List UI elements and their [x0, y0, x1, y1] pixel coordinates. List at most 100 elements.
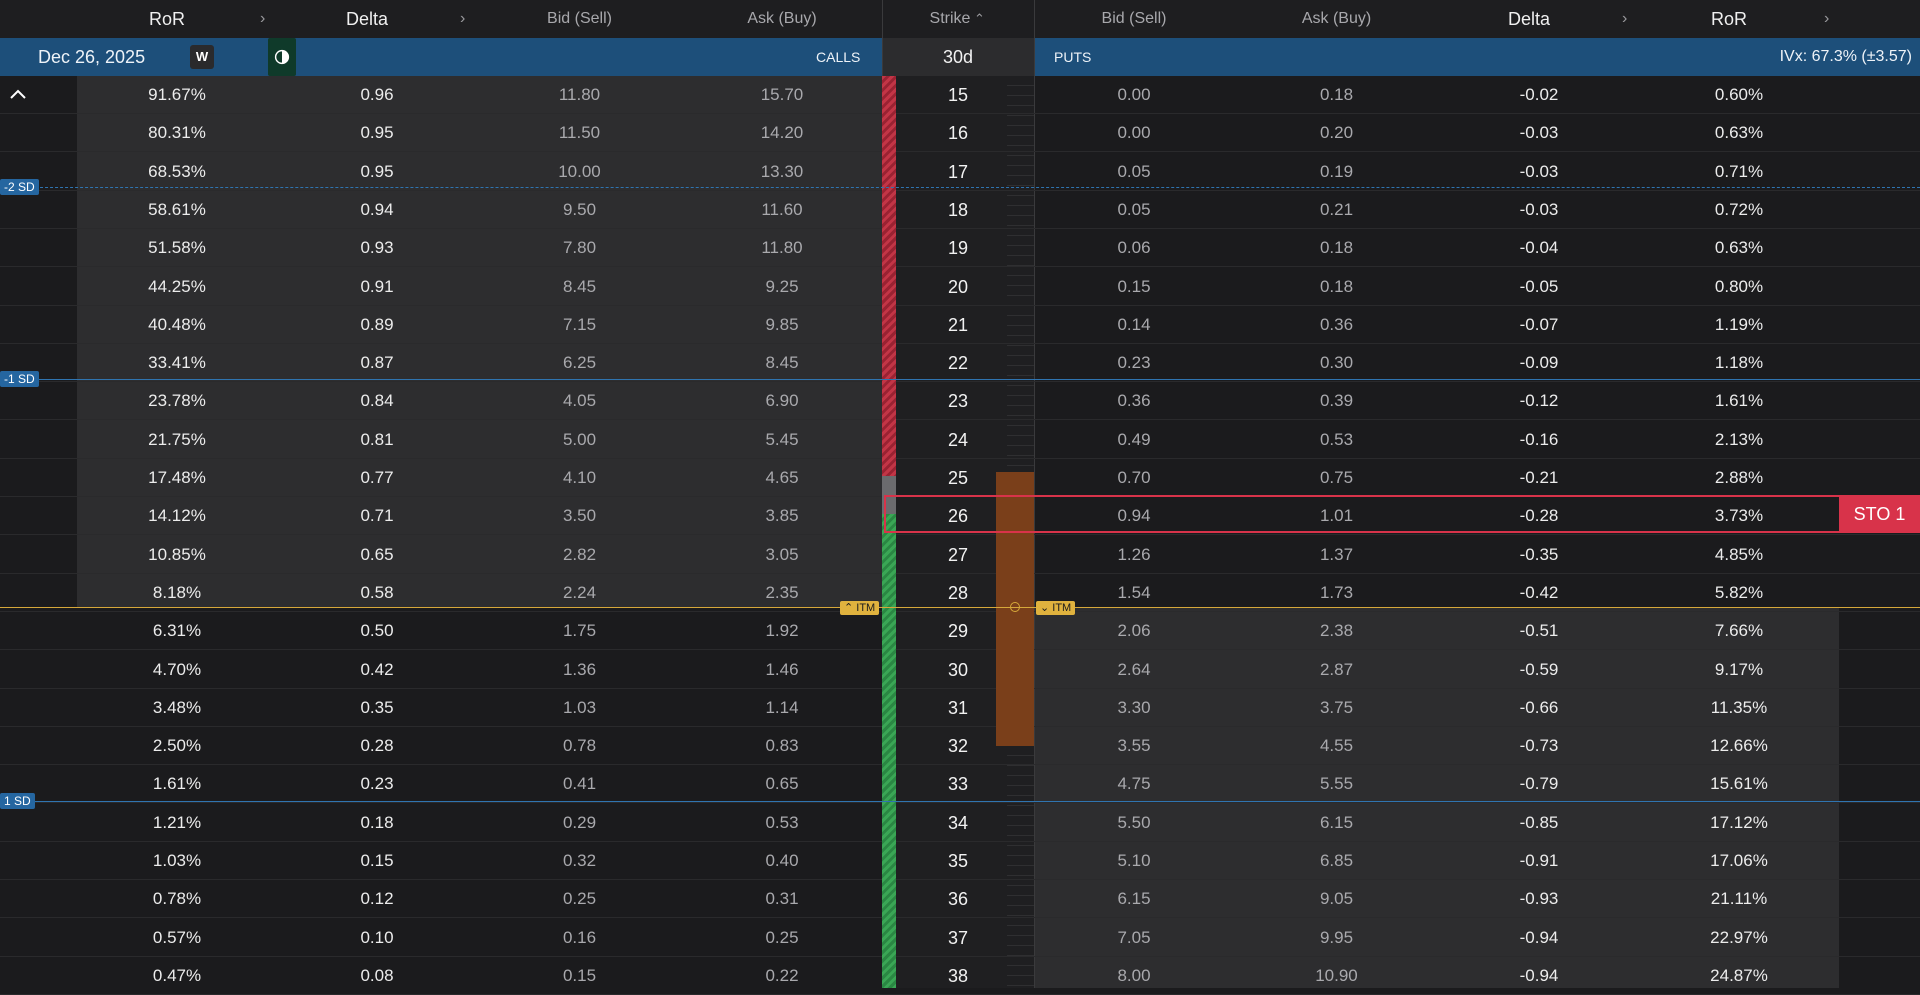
- put-delta-cell[interactable]: -0.03: [1519, 199, 1559, 219]
- call-ror-cell[interactable]: 33.41%: [148, 353, 206, 373]
- put-bid-cell[interactable]: 5.50: [1117, 812, 1151, 832]
- table-row[interactable]: 40.48% 0.89 7.15 9.85 21 0.14 0.36 -0.07 1.19%: [0, 306, 1920, 344]
- call-ror-cell[interactable]: 14.12%: [148, 506, 206, 526]
- put-ror-cell[interactable]: 5.82%: [1714, 582, 1764, 602]
- call-ask-cell[interactable]: 11.60: [761, 199, 803, 219]
- put-ror-cell[interactable]: 1.19%: [1714, 314, 1764, 334]
- put-delta-cell[interactable]: -0.85: [1519, 812, 1559, 832]
- call-ask-cell[interactable]: 6.90: [765, 391, 799, 411]
- sort-ascending-icon[interactable]: ⌃: [974, 11, 985, 26]
- put-ask-cell[interactable]: 5.55: [1319, 774, 1354, 794]
- put-ask-cell[interactable]: 0.18: [1319, 238, 1354, 258]
- put-ror-cell[interactable]: 17.12%: [1710, 812, 1768, 832]
- put-delta-cell[interactable]: -0.42: [1519, 582, 1559, 602]
- table-row[interactable]: 21.75% 0.81 5.00 5.45 24 0.49 0.53 -0.16 2.13%: [0, 421, 1920, 459]
- put-ask-cell[interactable]: 0.75: [1319, 468, 1354, 487]
- put-delta-cell[interactable]: -0.94: [1519, 927, 1559, 947]
- table-row[interactable]: 8.18% 0.58 2.24 2.35 28 1.54 1.73 -0.42 5.82%: [0, 574, 1920, 612]
- table-row[interactable]: 0.57% 0.10 0.16 0.25 37 7.05 9.95 -0.94 22.97%: [0, 919, 1920, 957]
- call-delta-cell[interactable]: 0.94: [360, 199, 394, 219]
- call-delta-cell[interactable]: 0.84: [360, 391, 394, 411]
- put-bid-cell[interactable]: 2.06: [1117, 621, 1151, 641]
- put-ask-cell[interactable]: 0.18: [1319, 276, 1354, 296]
- call-bid-cell[interactable]: 7.15: [562, 314, 597, 334]
- put-ask-cell[interactable]: 3.75: [1319, 697, 1354, 717]
- put-delta-cell[interactable]: -0.07: [1519, 314, 1559, 334]
- call-ror-cell[interactable]: 40.48%: [148, 314, 206, 334]
- call-bid-cell[interactable]: 0.32: [562, 851, 597, 870]
- put-ror-cell[interactable]: 15.61%: [1710, 774, 1768, 794]
- call-ask-cell[interactable]: 0.40: [765, 851, 799, 870]
- put-ror-cell[interactable]: 21.11%: [1710, 889, 1768, 909]
- table-row[interactable]: 3.48% 0.35 1.03 1.14 31 3.30 3.75 -0.66 11.35%: [0, 689, 1920, 727]
- call-bid-cell[interactable]: 8.45: [562, 276, 597, 296]
- chevron-right-icon[interactable]: ›: [1824, 10, 1830, 27]
- call-ror-cell[interactable]: 6.31%: [152, 621, 202, 641]
- put-bid-cell[interactable]: 0.14: [1117, 314, 1151, 334]
- call-ror-cell[interactable]: 2.50%: [152, 736, 202, 756]
- call-delta-cell[interactable]: 0.71: [360, 506, 394, 526]
- call-ror-cell[interactable]: 51.58%: [148, 238, 206, 258]
- put-delta-cell[interactable]: -0.59: [1519, 659, 1559, 679]
- put-ror-cell[interactable]: 1.61%: [1714, 391, 1764, 411]
- call-ror-cell[interactable]: 8.18%: [152, 582, 202, 602]
- table-row[interactable]: 1.21% 0.18 0.29 0.53 34 5.50 6.15 -0.85 17.12%: [0, 804, 1920, 842]
- put-ask-cell[interactable]: 2.38: [1319, 621, 1354, 641]
- table-row[interactable]: 17.48% 0.77 4.10 4.65 25 0.70 0.75 -0.21 2.88%: [0, 459, 1920, 497]
- header-put-delta[interactable]: Delta: [1507, 9, 1551, 29]
- chevron-right-icon[interactable]: ›: [260, 10, 266, 27]
- call-bid-cell[interactable]: 0.41: [562, 774, 597, 794]
- put-bid-cell[interactable]: 0.36: [1117, 391, 1151, 411]
- call-delta-cell[interactable]: 0.23: [360, 774, 394, 794]
- call-ror-cell[interactable]: 1.21%: [152, 812, 202, 832]
- put-bid-cell[interactable]: 1.26: [1117, 544, 1151, 564]
- put-ror-cell[interactable]: 11.35%: [1710, 697, 1768, 717]
- sell-to-open-button[interactable]: STO 1: [1839, 495, 1920, 533]
- header-put-ror[interactable]: RoR: [1710, 9, 1747, 29]
- call-delta-cell[interactable]: 0.35: [360, 697, 394, 717]
- put-delta-cell[interactable]: -0.93: [1519, 889, 1559, 909]
- put-ask-cell[interactable]: 0.19: [1319, 161, 1354, 181]
- put-delta-cell[interactable]: -0.94: [1519, 965, 1559, 985]
- put-ror-cell[interactable]: 0.63%: [1714, 123, 1764, 143]
- table-row[interactable]: 68.53% 0.95 10.00 13.30 17 0.05 0.19 -0.03 0.71%: [0, 153, 1920, 191]
- call-bid-cell[interactable]: 2.24: [562, 582, 597, 602]
- call-delta-cell[interactable]: 0.10: [360, 927, 394, 947]
- call-ask-cell[interactable]: 13.30: [760, 161, 804, 181]
- chevron-right-icon[interactable]: ›: [460, 10, 466, 27]
- put-ror-cell[interactable]: 0.71%: [1714, 161, 1764, 181]
- call-ror-cell[interactable]: 23.78%: [148, 391, 206, 411]
- call-ask-cell[interactable]: 14.20: [760, 123, 804, 143]
- put-ror-cell[interactable]: 2.13%: [1714, 429, 1764, 449]
- put-bid-cell[interactable]: 0.70: [1117, 468, 1151, 487]
- table-row[interactable]: 91.67% 0.96 11.80 15.70 15 0.00 0.18 -0.02 0.60%: [0, 76, 1920, 114]
- put-ror-cell[interactable]: 0.63%: [1714, 238, 1764, 258]
- put-ask-cell[interactable]: 1.37: [1319, 544, 1354, 564]
- put-ror-cell[interactable]: 3.73%: [1714, 506, 1764, 526]
- call-bid-cell[interactable]: 11.80: [558, 85, 601, 104]
- call-ror-cell[interactable]: 0.78%: [152, 889, 202, 909]
- chevron-right-icon[interactable]: ›: [1622, 10, 1628, 27]
- put-bid-cell[interactable]: 3.55: [1117, 736, 1151, 756]
- call-delta-cell[interactable]: 0.58: [360, 582, 394, 602]
- put-ror-cell[interactable]: 22.97%: [1710, 927, 1768, 947]
- put-bid-cell[interactable]: 0.00: [1117, 123, 1151, 143]
- put-bid-cell[interactable]: 0.00: [1117, 85, 1151, 104]
- call-ror-cell[interactable]: 1.61%: [152, 774, 202, 794]
- call-delta-cell[interactable]: 0.87: [360, 353, 394, 373]
- put-delta-cell[interactable]: -0.12: [1519, 391, 1559, 411]
- call-ask-cell[interactable]: 9.25: [765, 276, 799, 296]
- put-bid-cell[interactable]: 2.64: [1117, 659, 1151, 679]
- call-ask-cell[interactable]: 1.92: [765, 621, 799, 641]
- put-delta-cell[interactable]: -0.03: [1519, 161, 1559, 181]
- put-ask-cell[interactable]: 0.20: [1319, 123, 1354, 143]
- call-ror-cell[interactable]: 80.31%: [148, 123, 206, 143]
- contrast-toggle-button[interactable]: [268, 38, 296, 76]
- call-bid-cell[interactable]: 7.80: [562, 238, 597, 258]
- put-bid-cell[interactable]: 1.54: [1117, 582, 1151, 602]
- header-put-bid[interactable]: Bid (Sell): [1101, 10, 1167, 27]
- call-bid-cell[interactable]: 0.29: [562, 812, 597, 832]
- call-ask-cell[interactable]: 8.45: [765, 353, 799, 373]
- call-delta-cell[interactable]: 0.96: [360, 85, 394, 104]
- call-delta-cell[interactable]: 0.65: [360, 544, 394, 564]
